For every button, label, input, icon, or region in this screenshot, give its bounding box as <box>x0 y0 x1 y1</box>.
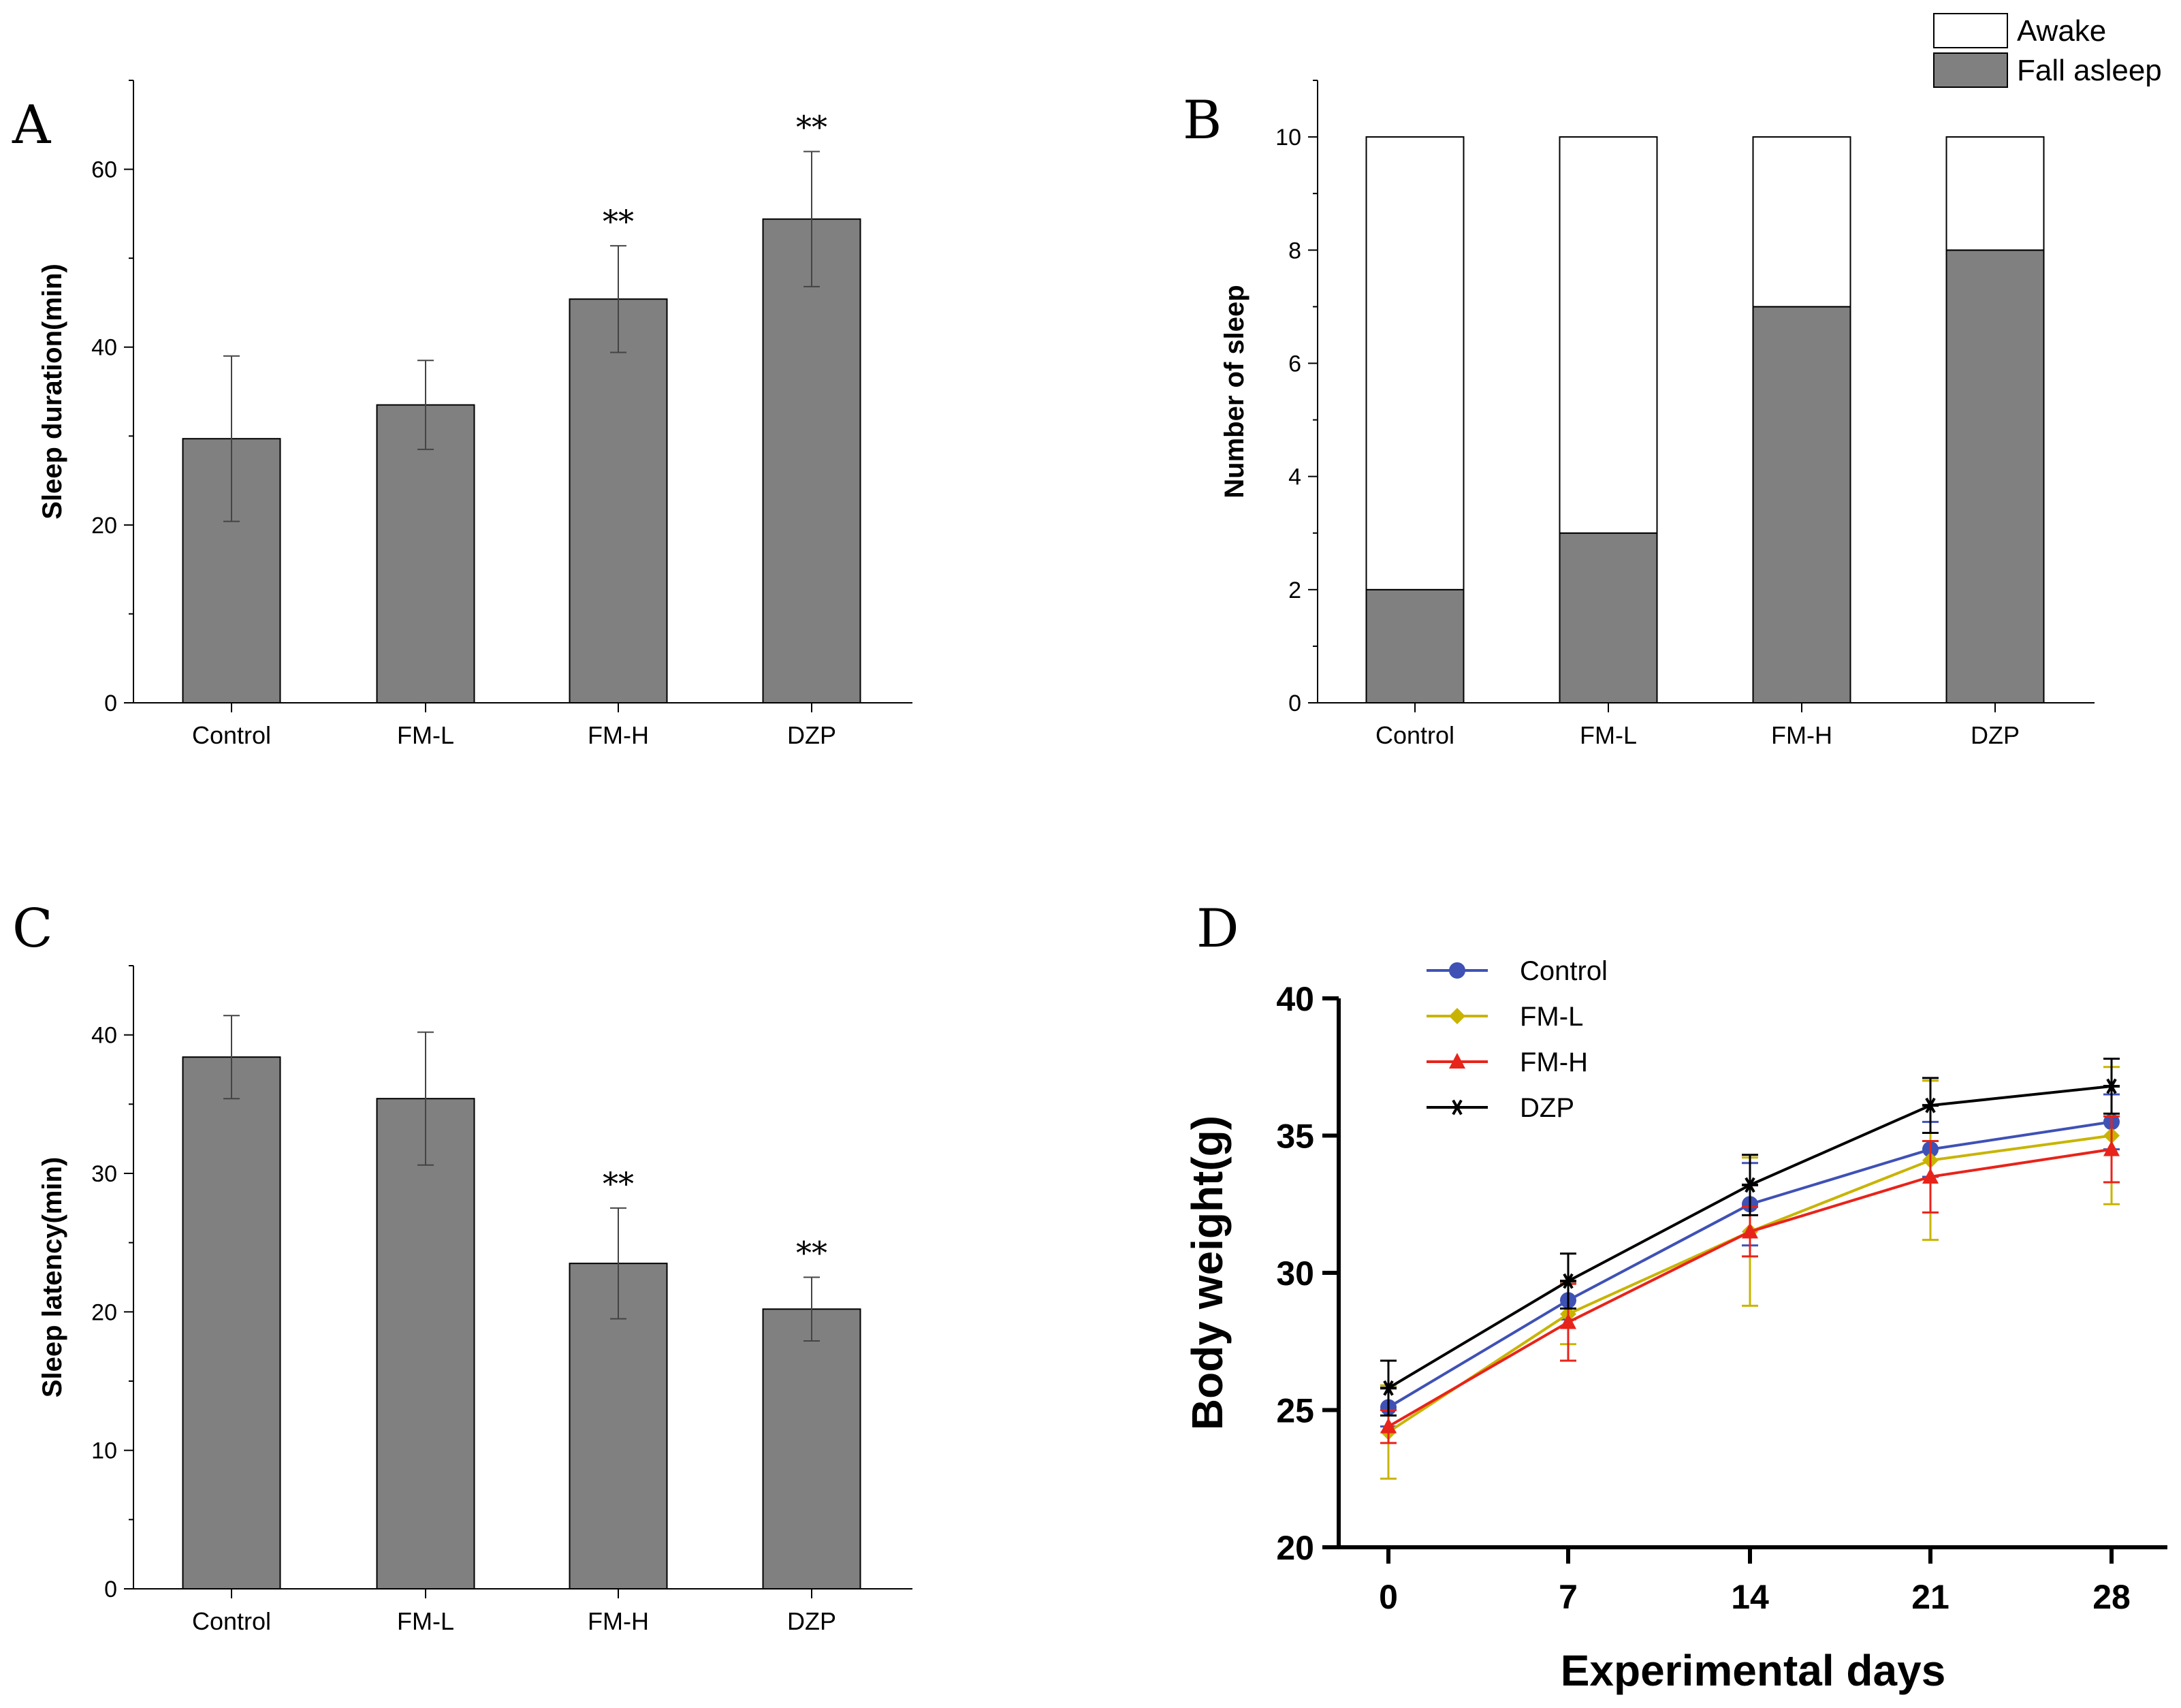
significance-mark-fm-h: ** <box>603 1165 634 1202</box>
legend-label-awake: Awake <box>2017 14 2106 48</box>
y-tick-label-a: 20 <box>91 513 117 539</box>
data-point-dzp <box>2103 1078 2120 1094</box>
y-axis-title-d: Body weight(g) <box>1183 1116 1232 1430</box>
data-point-dzp-stroke <box>1563 1273 1574 1289</box>
x-tick-label-c: Control <box>192 1607 271 1635</box>
x-tick-label-b: DZP <box>1971 721 2020 749</box>
legend-swatch-fall-asleep <box>1933 52 2008 88</box>
data-point-dzp <box>1380 1380 1397 1396</box>
panel-letter-d: D <box>1196 898 1239 960</box>
y-tick-label-d: 40 <box>1276 980 1314 1018</box>
y-tick-label-a: 40 <box>91 335 117 361</box>
y-tick-label-c: 10 <box>91 1438 117 1464</box>
x-tick-label-d: 21 <box>1911 1578 1949 1616</box>
y-tick-label-c: 0 <box>104 1577 117 1602</box>
y-tick-label-b: 6 <box>1288 351 1301 377</box>
x-tick-label-d: 0 <box>1379 1578 1398 1616</box>
legend-label-fm-h: FM-H <box>1520 1047 1588 1077</box>
panel-letter-c: C <box>12 898 53 960</box>
bar-awake-fm-h <box>1752 136 1851 308</box>
bar-fall-asleep-fm-h <box>1752 306 1851 703</box>
y-tick-label-d: 25 <box>1276 1392 1314 1430</box>
x-axis-title-d: Experimental days <box>1561 1646 1946 1695</box>
data-point-fm-h <box>1742 1222 1758 1239</box>
x-tick-label-b: Control <box>1375 721 1454 749</box>
legend-label-fm-l: FM-L <box>1520 1002 1583 1032</box>
bar-fall-asleep-fm-l <box>1559 532 1658 704</box>
bar-dzp <box>762 218 861 704</box>
y-axis-title-c: Sleep latency(min) <box>37 1157 67 1397</box>
y-tick-label-b: 10 <box>1275 125 1301 151</box>
y-axis-title-a: Sleep duration(min) <box>37 264 67 520</box>
significance-mark-fm-h: ** <box>603 203 634 240</box>
y-tick-label-b: 8 <box>1288 238 1301 264</box>
bar-fm-l <box>376 1098 475 1590</box>
bar-fm-h <box>569 298 668 704</box>
bar-awake-fm-l <box>1559 136 1658 534</box>
legend-marker-fm-l <box>1449 1008 1465 1024</box>
legend-label-dzp: DZP <box>1520 1093 1574 1123</box>
y-tick-label-b: 2 <box>1288 578 1301 603</box>
y-tick-label-d: 20 <box>1276 1529 1314 1567</box>
bar-awake-control <box>1365 136 1465 590</box>
x-tick-label-b: FM-H <box>1771 721 1832 749</box>
data-point-dzp <box>1560 1273 1576 1289</box>
data-point-dzp <box>1742 1177 1758 1193</box>
x-tick-label-d: 14 <box>1731 1578 1769 1616</box>
x-tick-label-b: FM-L <box>1580 721 1637 749</box>
x-tick-label-d: 28 <box>2092 1578 2131 1616</box>
bar-control <box>182 1056 281 1590</box>
legend-marker-dzp <box>1449 1099 1465 1116</box>
y-tick-label-d: 35 <box>1276 1118 1314 1156</box>
legend-label-fall-asleep: Fall asleep <box>2017 54 2162 87</box>
legend-marker-fm-h <box>1449 1053 1465 1069</box>
data-point-dzp-stroke <box>1925 1097 1936 1113</box>
panel-a-chart: 0 20 40 60 Control FM-L FM-H DZP ** ** Sleep durat… <box>37 80 912 749</box>
y-tick-label-d: 30 <box>1276 1254 1314 1293</box>
data-point-fm-h <box>2103 1140 2120 1156</box>
panel-b-chart: 0 2 4 6 8 10 Control FM-L FM-H DZP Number of sleep… <box>1220 13 2162 749</box>
legend-swatch-awake <box>1933 13 2008 48</box>
x-tick-label-d: 7 <box>1559 1578 1578 1616</box>
data-point-fm-h <box>1922 1167 1939 1184</box>
x-tick-label-a: FM-L <box>397 721 454 749</box>
y-tick-label-b: 0 <box>1288 691 1301 716</box>
data-point-fm-h <box>1380 1417 1397 1434</box>
data-point-dzp-stroke <box>2106 1078 2117 1094</box>
data-point-dzp-stroke <box>1745 1177 1755 1193</box>
bar-fm-l <box>376 404 475 703</box>
significance-mark-dzp: ** <box>796 1235 827 1271</box>
panel-c-chart: 0 10 20 30 40 Control FM-L FM-H DZP ** ** Sleep lat… <box>37 965 912 1635</box>
x-tick-label-a: FM-H <box>588 721 649 749</box>
panel-letter-a: A <box>12 95 52 156</box>
bar-fall-asleep-control <box>1365 588 1465 703</box>
x-tick-label-a: DZP <box>787 721 836 749</box>
y-tick-label-b: 4 <box>1288 464 1301 490</box>
data-point-dzp-stroke <box>1383 1380 1394 1396</box>
legend-marker-control <box>1449 962 1465 979</box>
x-tick-label-c: FM-H <box>588 1607 649 1635</box>
y-tick-label-c: 20 <box>91 1299 117 1325</box>
y-tick-label-c: 30 <box>91 1161 117 1187</box>
bar-fall-asleep-dzp <box>1945 249 2045 704</box>
y-tick-label-a: 60 <box>91 157 117 183</box>
bar-awake-dzp <box>1945 136 2045 251</box>
y-tick-label-a: 0 <box>104 691 117 716</box>
bar-dzp <box>762 1308 861 1590</box>
panel-letter-b: B <box>1183 90 1222 151</box>
y-axis-title-b: Number of sleep <box>1220 285 1249 498</box>
data-point-fm-h <box>1560 1313 1576 1329</box>
x-tick-label-c: FM-L <box>397 1607 454 1635</box>
x-tick-label-a: Control <box>192 721 271 749</box>
data-point-dzp <box>1922 1097 1939 1113</box>
y-tick-label-c: 40 <box>91 1023 117 1049</box>
significance-mark-dzp: ** <box>796 108 827 145</box>
panel-d-chart: 20 25 30 35 40 0 7 14 21 28 Body weight(g) Experime… <box>1183 956 2167 1695</box>
legend-marker-dzp-stroke <box>1452 1099 1463 1116</box>
x-tick-label-c: DZP <box>787 1607 836 1635</box>
legend-label-control: Control <box>1520 956 1608 986</box>
